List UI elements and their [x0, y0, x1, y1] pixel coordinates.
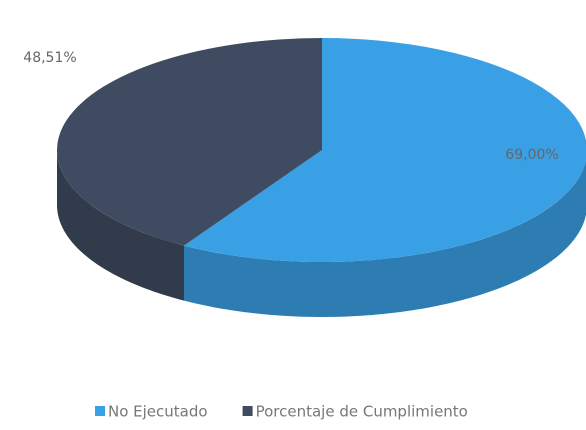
slice — [183, 38, 586, 262]
legend-label: No Ejecutado — [108, 403, 208, 421]
slice-side — [57, 150, 184, 301]
legend-label: Porcentaje de Cumplimiento — [256, 403, 468, 421]
slice-side — [183, 159, 586, 317]
data-label: 48,51% — [23, 50, 76, 66]
legend-swatch — [242, 406, 253, 416]
legend-swatch — [95, 406, 105, 416]
data-label: 69,00% — [505, 147, 558, 163]
slice — [57, 38, 323, 246]
